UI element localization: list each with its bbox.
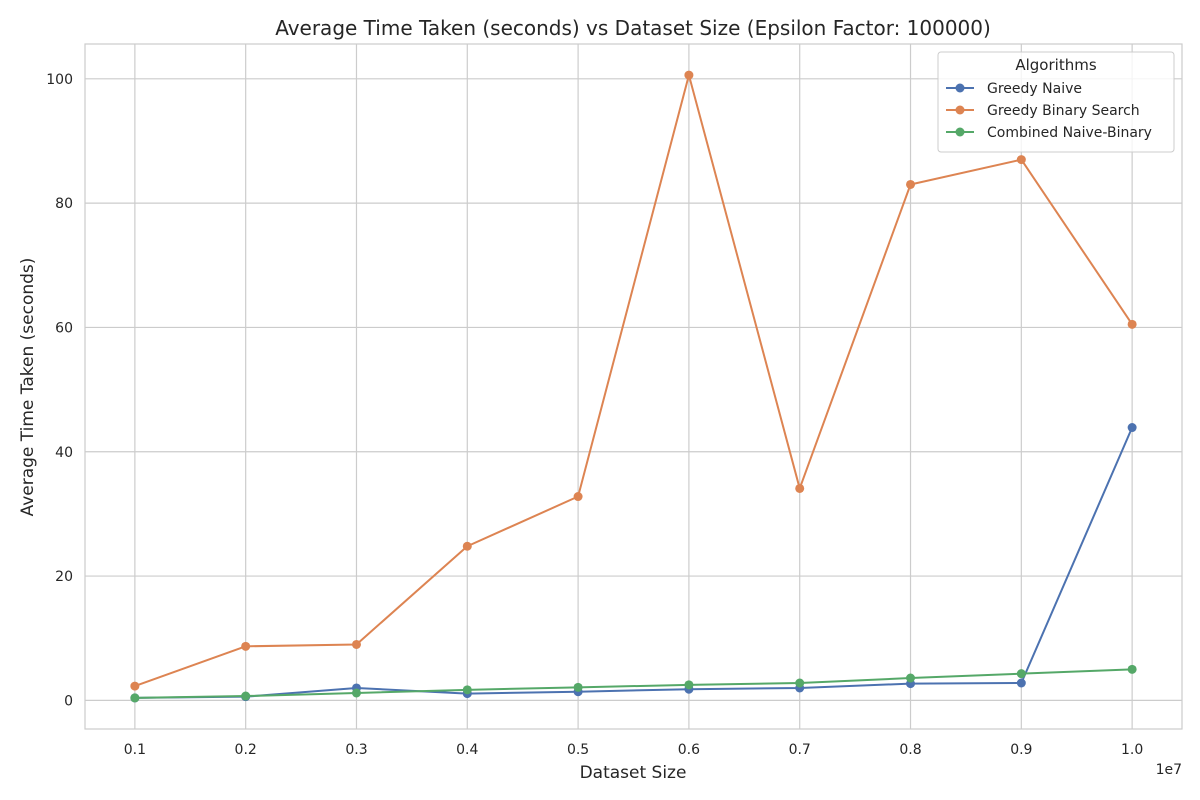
legend-item-combined-naive-binary: Combined Naive-Binary: [946, 125, 1152, 141]
y-tick-label: 40: [55, 445, 73, 461]
data-point-combined-naive-binary: [906, 673, 916, 683]
data-point-greedy-binary-search: [1016, 155, 1026, 165]
data-point-greedy-binary-search: [573, 492, 583, 502]
data-point-combined-naive-binary: [573, 682, 583, 692]
x-tick-label: 0.6: [678, 742, 700, 758]
legend-item-greedy-naive: Greedy Naive: [946, 81, 1082, 97]
legend-box: [937, 51, 1175, 153]
x-tick-label: 0.2: [235, 742, 257, 758]
data-point-greedy-binary-search: [462, 541, 472, 551]
series-greedy-binary-search: [130, 70, 1137, 691]
x-axis-offset-label: 1e7: [1156, 762, 1182, 778]
data-point-combined-naive-binary: [241, 691, 251, 701]
x-tick-labels: 0.1 0.2 0.3 0.4 0.5 0.6 0.7 0.8 0.9 1.0: [124, 742, 1144, 758]
legend-label: Greedy Binary Search: [987, 103, 1140, 119]
x-tick-label: 1.0: [1121, 742, 1143, 758]
legend-label: Greedy Naive: [987, 81, 1082, 97]
y-tick-label: 60: [55, 320, 73, 336]
series-line-combined-naive-binary: [134, 668, 1133, 699]
x-tick-label: 0.8: [899, 742, 921, 758]
y-tick-label: 80: [55, 196, 73, 212]
data-point-greedy-binary-search: [684, 70, 694, 80]
series-line-greedy-naive: [134, 427, 1134, 699]
data-point-greedy-binary-search: [906, 179, 916, 189]
data-point-combined-naive-binary: [795, 678, 805, 688]
plot-area: [85, 44, 1182, 729]
x-tick-label: 0.9: [1010, 742, 1032, 758]
x-tick-label: 0.1: [124, 742, 146, 758]
y-tick-label: 0: [64, 693, 73, 709]
plot-border: [84, 43, 1183, 730]
y-tick-label: 100: [46, 72, 73, 88]
data-point-greedy-binary-search: [241, 641, 251, 651]
y-axis-label: Average Time Taken (seconds): [18, 258, 38, 517]
data-point-combined-naive-binary: [462, 685, 472, 695]
series-combined-naive-binary: [130, 664, 1137, 703]
series-layer: [130, 70, 1137, 703]
data-point-combined-naive-binary: [1127, 664, 1137, 674]
data-point-greedy-naive: [1016, 678, 1026, 688]
x-tick-label: 0.4: [456, 742, 478, 758]
chart-title: Average Time Taken (seconds) vs Dataset …: [275, 16, 991, 40]
legend-label: Combined Naive-Binary: [987, 125, 1152, 141]
x-axis-label: Dataset Size: [580, 763, 687, 783]
plot-frame: [84, 43, 1183, 730]
legend-item-greedy-binary-search: Greedy Binary Search: [946, 103, 1140, 119]
legend-title: Algorithms: [1015, 56, 1096, 74]
data-point-combined-naive-binary: [684, 680, 694, 690]
legend-marker: [955, 83, 965, 93]
y-tick-labels: 0 20 40 60 80 100: [46, 72, 73, 710]
data-point-combined-naive-binary: [1016, 669, 1026, 679]
series-line-greedy-binary-search: [134, 74, 1133, 688]
legend-items: Greedy Naive Greedy Binary Search Combined…: [946, 81, 1152, 141]
data-point-greedy-naive: [1127, 423, 1137, 433]
x-tick-label: 0.5: [567, 742, 589, 758]
legend-marker: [955, 105, 965, 115]
x-tick-label: 0.3: [345, 742, 367, 758]
data-point-greedy-binary-search: [1127, 319, 1137, 329]
data-point-combined-naive-binary: [130, 693, 140, 703]
data-point-combined-naive-binary: [351, 688, 361, 698]
data-point-greedy-binary-search: [795, 483, 805, 493]
data-point-greedy-binary-search: [351, 639, 361, 649]
legend: Algorithms Greedy Naive Greedy Binary Sea…: [937, 51, 1175, 153]
x-tick-label: 0.7: [789, 742, 811, 758]
legend-marker: [955, 127, 965, 137]
y-tick-label: 20: [55, 569, 73, 585]
data-point-greedy-binary-search: [130, 681, 140, 691]
